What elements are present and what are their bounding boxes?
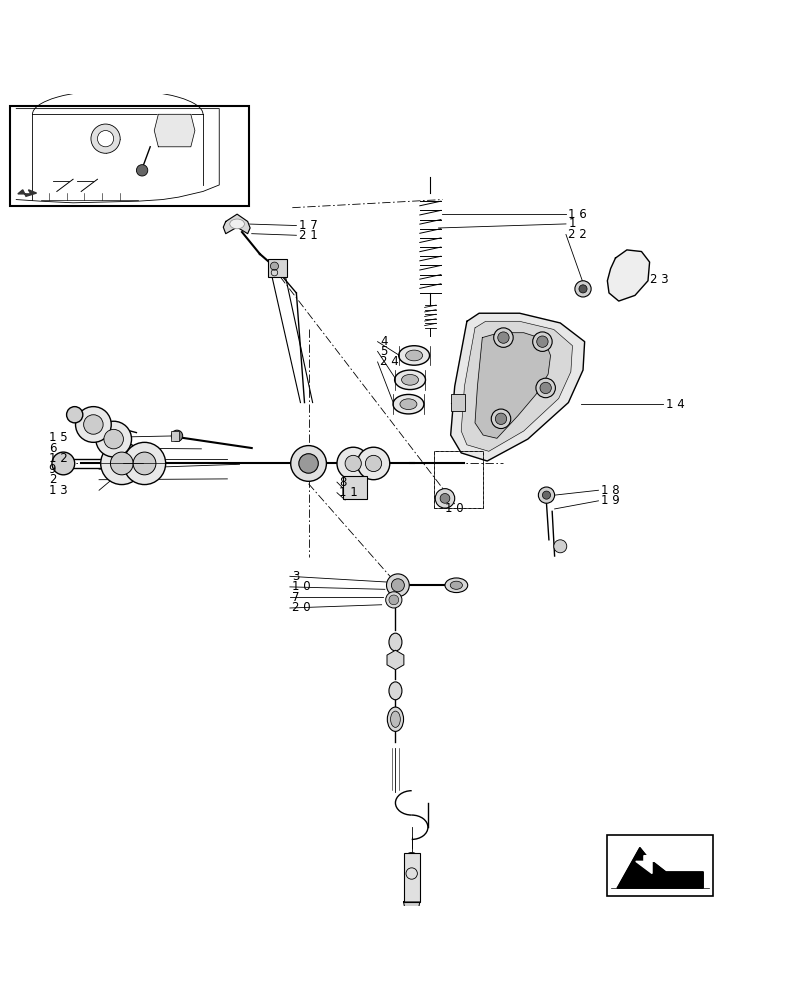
- Circle shape: [542, 491, 550, 499]
- Circle shape: [538, 487, 554, 503]
- Circle shape: [96, 421, 131, 457]
- Text: 1 0: 1 0: [292, 580, 311, 593]
- Bar: [10, 106, 249, 206]
- Circle shape: [133, 452, 156, 475]
- Text: 4: 4: [380, 335, 387, 348]
- Ellipse shape: [444, 578, 467, 593]
- Circle shape: [388, 595, 398, 605]
- Bar: [434, 451, 483, 508]
- Circle shape: [385, 592, 401, 608]
- Circle shape: [52, 452, 75, 475]
- Text: 6: 6: [49, 442, 56, 455]
- Polygon shape: [223, 214, 250, 234]
- Circle shape: [337, 447, 369, 480]
- Circle shape: [75, 407, 111, 442]
- Circle shape: [357, 447, 389, 480]
- Circle shape: [491, 409, 510, 429]
- Bar: [434, 451, 483, 508]
- Bar: [342, 476, 367, 499]
- Circle shape: [91, 124, 120, 153]
- Text: 1 3: 1 3: [49, 484, 67, 497]
- Circle shape: [536, 336, 547, 347]
- Text: 2 2: 2 2: [568, 228, 586, 241]
- Circle shape: [497, 332, 508, 343]
- Bar: [268, 259, 287, 277]
- Circle shape: [391, 579, 404, 592]
- Circle shape: [298, 454, 318, 473]
- Polygon shape: [474, 333, 550, 438]
- Circle shape: [97, 131, 114, 147]
- Polygon shape: [18, 190, 36, 196]
- Polygon shape: [450, 313, 584, 461]
- Polygon shape: [607, 250, 649, 301]
- Text: 1 4: 1 4: [665, 398, 684, 411]
- Polygon shape: [154, 114, 195, 147]
- Text: 1 6: 1 6: [568, 208, 586, 221]
- Ellipse shape: [390, 711, 400, 727]
- Polygon shape: [403, 902, 419, 914]
- Ellipse shape: [394, 370, 425, 390]
- Circle shape: [123, 442, 165, 485]
- Text: 2 4: 2 4: [380, 355, 398, 368]
- Circle shape: [539, 382, 551, 394]
- Circle shape: [136, 165, 148, 176]
- Text: 1 8: 1 8: [600, 484, 619, 497]
- Bar: [607, 835, 712, 896]
- Circle shape: [578, 285, 586, 293]
- Text: 7: 7: [292, 591, 299, 604]
- Text: 1 5: 1 5: [49, 431, 67, 444]
- Text: 1 7: 1 7: [298, 219, 317, 232]
- Polygon shape: [461, 321, 572, 451]
- Text: 2 3: 2 3: [649, 273, 667, 286]
- Circle shape: [365, 455, 381, 472]
- Ellipse shape: [387, 707, 403, 731]
- Text: 2: 2: [49, 473, 56, 486]
- Text: 1: 1: [568, 217, 575, 230]
- Circle shape: [553, 540, 566, 553]
- Circle shape: [84, 415, 103, 434]
- Ellipse shape: [406, 852, 416, 859]
- Polygon shape: [635, 856, 667, 874]
- Text: 3: 3: [292, 570, 299, 583]
- Circle shape: [435, 489, 454, 508]
- Circle shape: [345, 455, 361, 472]
- Circle shape: [495, 413, 506, 424]
- Ellipse shape: [400, 399, 416, 410]
- Circle shape: [171, 430, 182, 442]
- Text: 8: 8: [339, 476, 346, 489]
- Text: 2 1: 2 1: [298, 229, 317, 242]
- Text: 9: 9: [49, 463, 56, 476]
- Ellipse shape: [398, 346, 429, 365]
- Circle shape: [104, 429, 123, 449]
- Bar: [170, 431, 178, 441]
- Circle shape: [386, 574, 409, 597]
- Circle shape: [493, 328, 513, 347]
- Circle shape: [574, 281, 590, 297]
- Circle shape: [101, 442, 143, 485]
- Circle shape: [290, 446, 326, 481]
- Ellipse shape: [406, 350, 422, 361]
- Ellipse shape: [393, 394, 423, 414]
- Circle shape: [110, 452, 133, 475]
- Circle shape: [270, 262, 278, 270]
- Text: 2 0: 2 0: [292, 601, 311, 614]
- Ellipse shape: [388, 633, 401, 651]
- Ellipse shape: [449, 581, 461, 589]
- Ellipse shape: [230, 219, 244, 229]
- Circle shape: [535, 378, 555, 398]
- Polygon shape: [616, 848, 702, 888]
- Text: 1 1: 1 1: [339, 486, 358, 499]
- Ellipse shape: [388, 682, 401, 700]
- Bar: [403, 853, 419, 902]
- Circle shape: [440, 494, 449, 503]
- Text: 1 0: 1 0: [444, 502, 463, 515]
- Text: 5: 5: [380, 345, 387, 358]
- Text: 1 9: 1 9: [600, 494, 619, 507]
- Bar: [450, 394, 465, 411]
- Circle shape: [532, 332, 551, 351]
- Text: 1 2: 1 2: [49, 452, 67, 465]
- Circle shape: [67, 407, 83, 423]
- Ellipse shape: [401, 374, 418, 385]
